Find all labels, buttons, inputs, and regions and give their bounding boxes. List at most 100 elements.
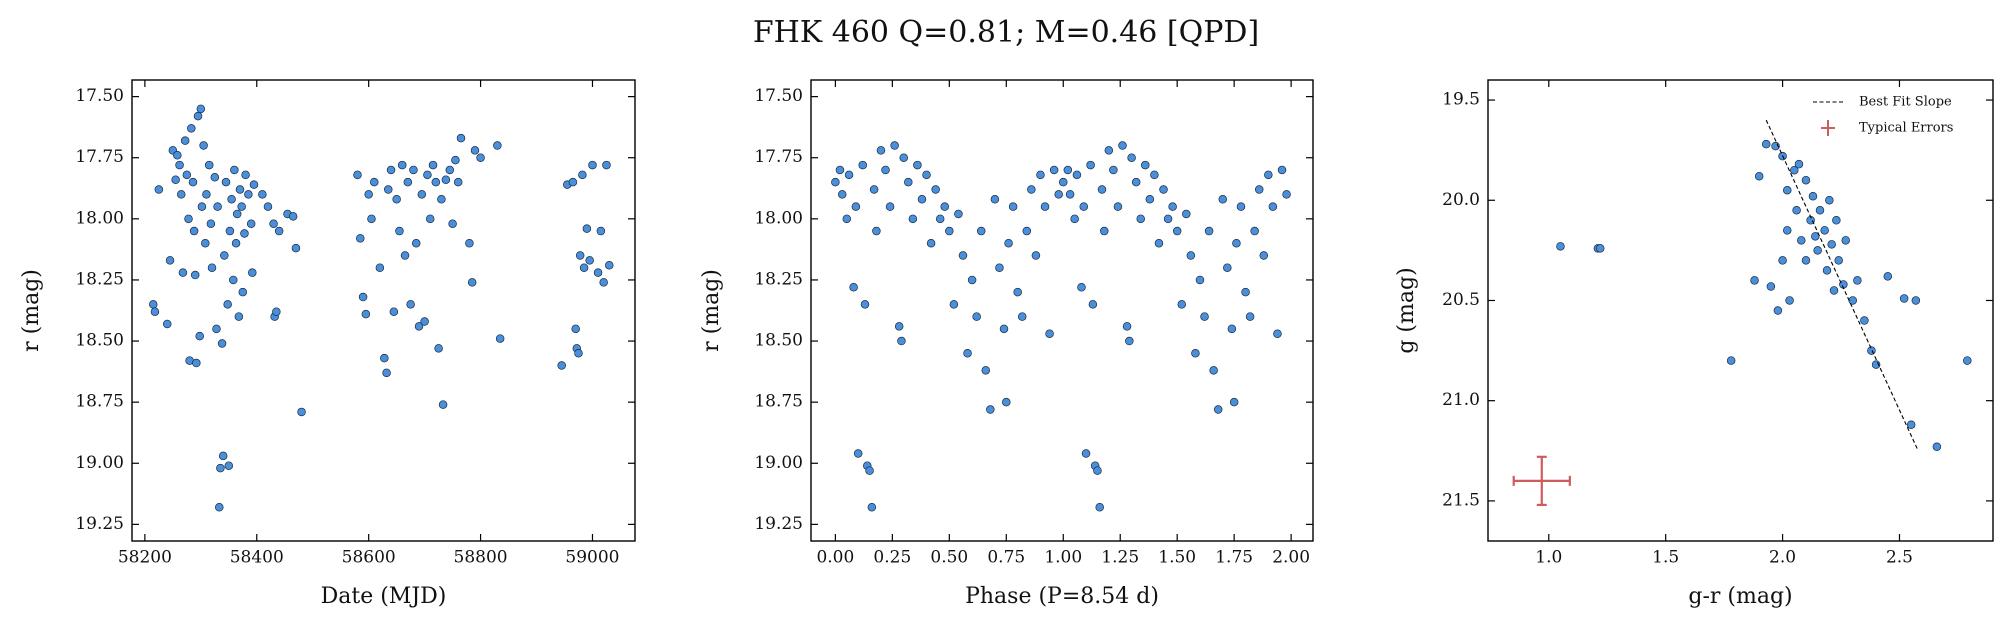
point — [428, 160, 438, 170]
point — [1054, 190, 1063, 199]
point — [1820, 226, 1829, 235]
point — [1200, 312, 1209, 321]
point — [227, 195, 236, 204]
point — [602, 160, 611, 170]
point — [195, 331, 204, 341]
point — [1081, 449, 1091, 458]
point — [367, 214, 376, 224]
point — [216, 463, 225, 473]
legend-label: Typical Errors — [1859, 121, 1953, 136]
x-tick-label: 58600 — [342, 548, 396, 568]
x-tick-label: 2.00 — [1272, 548, 1310, 568]
point — [885, 202, 895, 211]
point — [844, 170, 854, 180]
point — [1191, 349, 1200, 358]
point — [423, 170, 432, 180]
point — [1811, 232, 1820, 241]
point — [1841, 236, 1850, 245]
point — [1186, 251, 1196, 260]
point — [149, 300, 158, 309]
point — [1797, 236, 1806, 245]
point — [1213, 405, 1223, 414]
panel: 1.0 1.5 2.0 2.5 19.5 20.0 20.5 21.0 21.5 g-r (mag… — [1394, 79, 1994, 609]
point — [1229, 397, 1239, 407]
point — [1177, 300, 1186, 309]
y-tick-label: 20.0 — [1442, 190, 1480, 210]
point — [1013, 287, 1022, 297]
point — [178, 268, 188, 277]
fit-line — [1765, 119, 1919, 452]
point — [291, 243, 301, 253]
point — [578, 170, 587, 180]
point — [456, 133, 466, 143]
point — [495, 334, 505, 343]
x-tick-label: 1.5 — [1652, 548, 1679, 568]
point — [364, 190, 373, 199]
y-axis-label: r (mag) — [699, 269, 724, 352]
point — [1794, 159, 1804, 169]
point — [467, 278, 477, 287]
point — [420, 317, 429, 326]
point — [431, 177, 441, 187]
point — [1022, 226, 1032, 236]
point — [1002, 397, 1011, 407]
point — [596, 226, 606, 236]
point — [949, 300, 959, 309]
y-tick-label: 19.25 — [75, 514, 124, 534]
point — [1227, 324, 1237, 334]
point — [171, 175, 180, 184]
point — [557, 361, 566, 370]
point — [995, 263, 1004, 272]
x-axis-label: g-r (mag) — [1688, 584, 1792, 609]
point — [894, 322, 904, 331]
point — [218, 451, 228, 461]
point — [1825, 196, 1834, 205]
point — [1254, 185, 1264, 194]
point — [1079, 202, 1089, 211]
point — [232, 209, 242, 219]
point — [1832, 216, 1841, 225]
figure-title: FHK 460 Q=0.81; M=0.46 [QPD] — [753, 15, 1259, 50]
point — [184, 214, 193, 224]
y-tick-label: 18.50 — [75, 331, 124, 351]
point — [1792, 206, 1801, 215]
point — [858, 160, 867, 170]
point — [831, 177, 840, 187]
point — [1125, 336, 1134, 346]
point — [1813, 246, 1822, 255]
point — [193, 111, 203, 121]
point — [417, 190, 427, 199]
point — [1241, 287, 1250, 297]
point — [1100, 226, 1109, 236]
point — [154, 185, 164, 194]
point — [1801, 175, 1811, 185]
point — [215, 503, 224, 512]
point — [238, 287, 248, 297]
point — [1070, 214, 1079, 224]
point — [1264, 170, 1273, 180]
point — [585, 256, 594, 265]
x-tick-label: 1.50 — [1158, 548, 1196, 568]
y-axis-label: r (mag) — [19, 269, 44, 352]
point — [1136, 214, 1145, 224]
point — [904, 177, 913, 187]
point — [1150, 170, 1159, 180]
point — [263, 202, 273, 211]
point — [202, 190, 211, 199]
point — [1906, 420, 1916, 429]
point — [384, 185, 393, 194]
point — [1808, 192, 1818, 201]
point — [1829, 286, 1839, 295]
point — [269, 219, 278, 228]
point — [150, 307, 160, 316]
point — [224, 461, 234, 470]
y-tick-label: 21.5 — [1442, 490, 1480, 510]
point — [986, 405, 995, 414]
y-axis-label: g (mag) — [1394, 267, 1419, 353]
point — [380, 353, 389, 363]
point — [1815, 206, 1825, 215]
point — [1027, 185, 1036, 194]
point — [849, 283, 858, 292]
